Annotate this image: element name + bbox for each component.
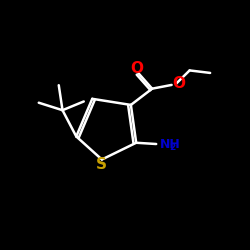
- Text: NH: NH: [160, 138, 181, 150]
- Text: 2: 2: [170, 143, 176, 152]
- Text: S: S: [96, 156, 107, 172]
- Text: O: O: [173, 76, 186, 91]
- Text: O: O: [130, 61, 143, 76]
